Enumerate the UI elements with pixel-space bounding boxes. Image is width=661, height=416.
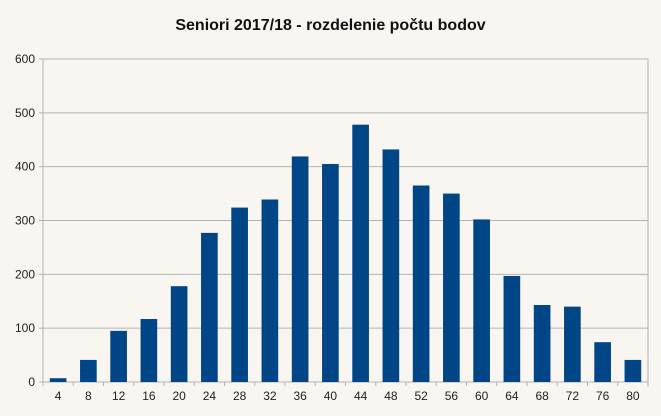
bar-76 — [594, 342, 611, 382]
x-tick-label: 36 — [293, 389, 307, 403]
bar-24 — [201, 232, 218, 382]
x-tick-label: 20 — [172, 389, 186, 403]
x-tick-label: 72 — [566, 389, 580, 403]
x-tick-label: 76 — [596, 389, 610, 403]
bar-64 — [503, 275, 521, 382]
y-tick-label: 500 — [15, 106, 35, 120]
x-tick-label: 24 — [203, 389, 217, 403]
x-tick-label: 52 — [414, 389, 428, 403]
x-tick-label: 56 — [445, 389, 459, 403]
bar-12 — [110, 330, 127, 382]
bar-40 — [322, 163, 339, 382]
x-tick-label: 28 — [233, 389, 247, 403]
x-tick-label: 64 — [505, 389, 519, 403]
x-tick-label: 60 — [475, 389, 489, 403]
x-tick-label: 8 — [85, 389, 92, 403]
bar-28 — [231, 207, 248, 382]
y-tick-label: 600 — [15, 52, 35, 66]
bar-52 — [412, 185, 430, 382]
x-tick-label: 4 — [55, 389, 62, 403]
x-tick-label: 16 — [142, 389, 156, 403]
bar-4 — [49, 378, 67, 382]
x-tick-label: 12 — [112, 389, 126, 403]
bar-44 — [352, 124, 369, 382]
y-tick-label: 400 — [15, 160, 35, 174]
bar-20 — [170, 286, 188, 382]
x-tick-label: 80 — [626, 389, 640, 403]
bar-80 — [624, 359, 642, 382]
x-tick-label: 32 — [263, 389, 277, 403]
bar-8 — [80, 359, 97, 382]
bar-32 — [261, 199, 279, 382]
x-tick-label: 44 — [354, 389, 368, 403]
y-tick-label: 300 — [15, 214, 35, 228]
y-tick-label: 200 — [15, 267, 35, 281]
chart-title: Seniori 2017/18 - rozdelenie počtu bodov — [175, 17, 486, 34]
bar-60 — [473, 219, 490, 382]
y-tick-label: 100 — [15, 321, 35, 335]
bar-56 — [443, 193, 460, 382]
x-tick-label: 68 — [535, 389, 549, 403]
x-tick-label: 40 — [324, 389, 338, 403]
y-tick-label: 0 — [28, 375, 35, 389]
bar-36 — [291, 156, 309, 382]
x-tick-label: 48 — [384, 389, 398, 403]
bar-72 — [564, 306, 581, 382]
bar-68 — [533, 305, 551, 382]
bar-16 — [140, 319, 158, 382]
bar-48 — [382, 149, 400, 382]
